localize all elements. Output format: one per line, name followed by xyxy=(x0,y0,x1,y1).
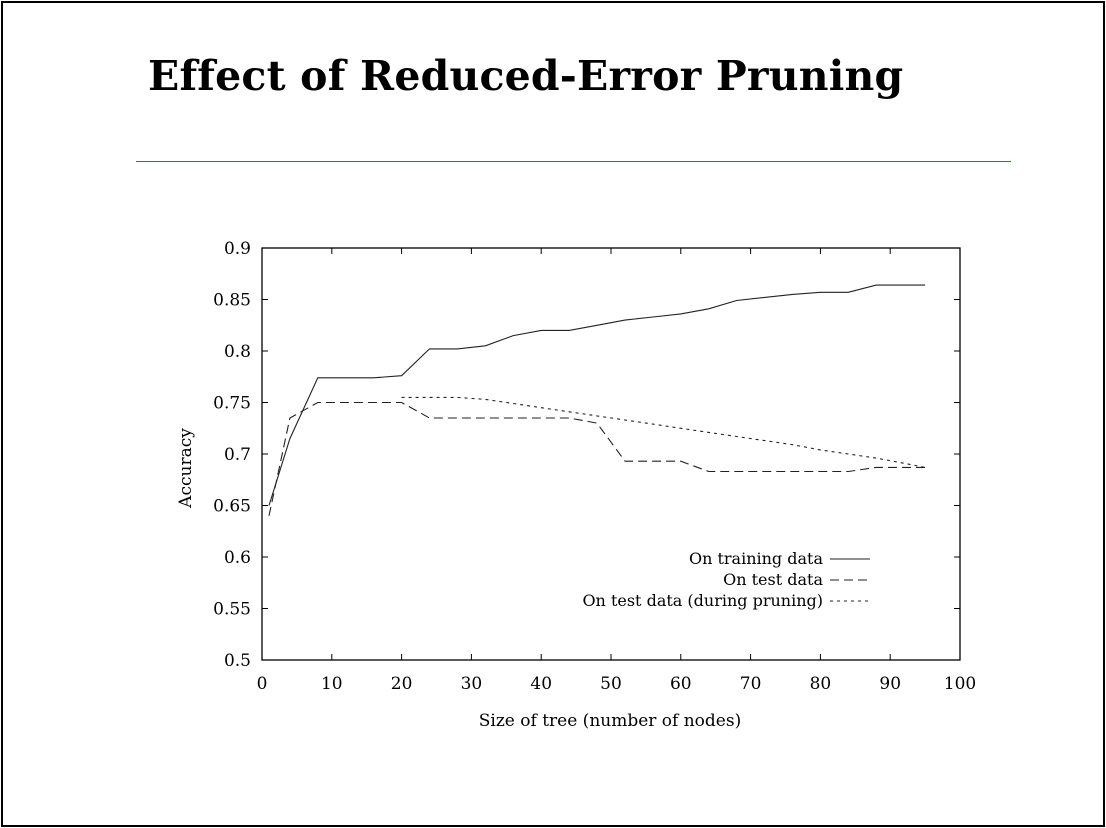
y-axis-label: Accuracy xyxy=(176,428,196,509)
y-tick-label: 0.6 xyxy=(224,548,251,568)
y-tick-label: 0.8 xyxy=(224,342,251,362)
x-tick-label: 30 xyxy=(461,674,483,694)
x-tick-label: 90 xyxy=(879,674,901,694)
legend-label: On training data xyxy=(689,549,824,568)
x-tick-label: 10 xyxy=(321,674,343,694)
x-tick-label: 70 xyxy=(740,674,762,694)
x-tick-label: 100 xyxy=(944,674,976,694)
x-tick-label: 40 xyxy=(530,674,552,694)
slide-title: Effect of Reduced-Error Pruning xyxy=(148,52,904,100)
x-tick-label: 0 xyxy=(257,674,268,694)
y-tick-label: 0.55 xyxy=(213,600,251,620)
series-line-dashed xyxy=(268,401,926,516)
x-tick-label: 50 xyxy=(600,674,622,694)
x-axis-label: Size of tree (number of nodes) xyxy=(479,711,741,731)
y-tick-label: 0.9 xyxy=(224,239,251,259)
x-tick-label: 80 xyxy=(810,674,832,694)
plot-area: 0 10 20 30 40 50 60 70 80 90 100 0.5 0.55 0.6 0.65 0.7 0… xyxy=(213,239,976,694)
legend-label: On test data (during pruning) xyxy=(582,591,823,610)
x-tick-label: 60 xyxy=(670,674,692,694)
title-rule xyxy=(136,161,1011,162)
y-tick-label: 0.5 xyxy=(224,651,251,671)
series-line-solid xyxy=(268,284,926,506)
legend-label: On test data xyxy=(723,570,823,589)
y-tick-label: 0.85 xyxy=(213,291,251,311)
y-tick-label: 0.75 xyxy=(213,394,251,414)
y-tick-label: 0.7 xyxy=(224,445,251,465)
series-line-dotted xyxy=(401,396,926,468)
y-tick-label: 0.65 xyxy=(213,497,251,517)
x-tick-label: 20 xyxy=(391,674,413,694)
